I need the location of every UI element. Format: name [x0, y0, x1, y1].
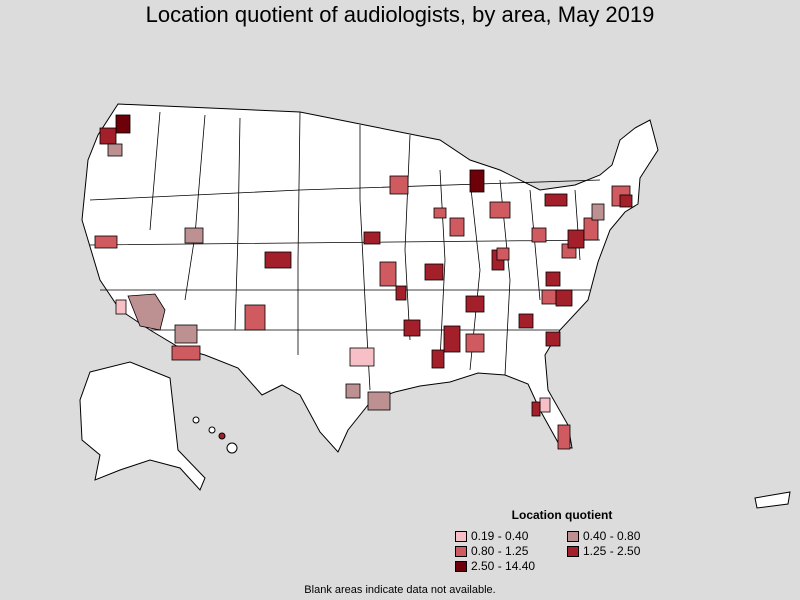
area-markers [94, 114, 633, 450]
puerto-rico [754, 491, 791, 509]
hawaii-islands [192, 416, 238, 454]
legend-swatch-4 [455, 560, 467, 572]
legend-swatch-3 [567, 545, 579, 557]
legend-label-2: 0.80 - 1.25 [471, 544, 529, 558]
map-title: Location quotient of audiologists, by ar… [145, 2, 655, 27]
legend: Location quotient 0.19 - 0.40 0.40 - 0.8… [455, 508, 695, 573]
legend-label-3: 1.25 - 2.50 [583, 544, 641, 558]
legend-label-4: 2.50 - 14.40 [471, 559, 536, 573]
legend-item-3: 1.25 - 2.50 [567, 544, 687, 558]
legend-swatch-0 [455, 530, 467, 542]
legend-label-1: 0.40 - 0.80 [583, 529, 641, 543]
legend-swatch-2 [455, 545, 467, 557]
footnote: Blank areas indicate data not available. [304, 584, 496, 596]
legend-item-2: 0.80 - 1.25 [455, 544, 567, 558]
legend-item-0: 0.19 - 0.40 [455, 529, 567, 543]
legend-title: Location quotient [511, 508, 613, 522]
legend-label-0: 0.19 - 0.40 [471, 529, 529, 543]
legend-item-1: 0.40 - 0.80 [567, 529, 687, 543]
legend-item-4: 2.50 - 14.40 [455, 559, 567, 573]
legend-swatch-1 [567, 530, 579, 542]
alaska-landmass [79, 361, 206, 491]
